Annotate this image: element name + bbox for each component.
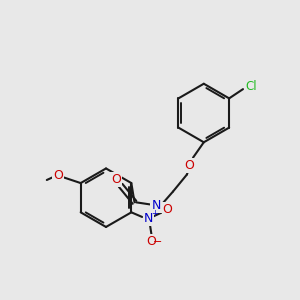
Text: O: O (146, 235, 156, 248)
Text: O: O (111, 173, 121, 186)
Text: O: O (163, 203, 172, 216)
Text: N: N (144, 212, 153, 225)
Text: H: H (164, 204, 172, 214)
Text: +: + (151, 209, 158, 218)
Text: N: N (152, 199, 161, 212)
Text: O: O (184, 159, 194, 172)
Text: −: − (153, 237, 162, 247)
Text: Cl: Cl (245, 80, 256, 92)
Text: O: O (53, 169, 63, 182)
